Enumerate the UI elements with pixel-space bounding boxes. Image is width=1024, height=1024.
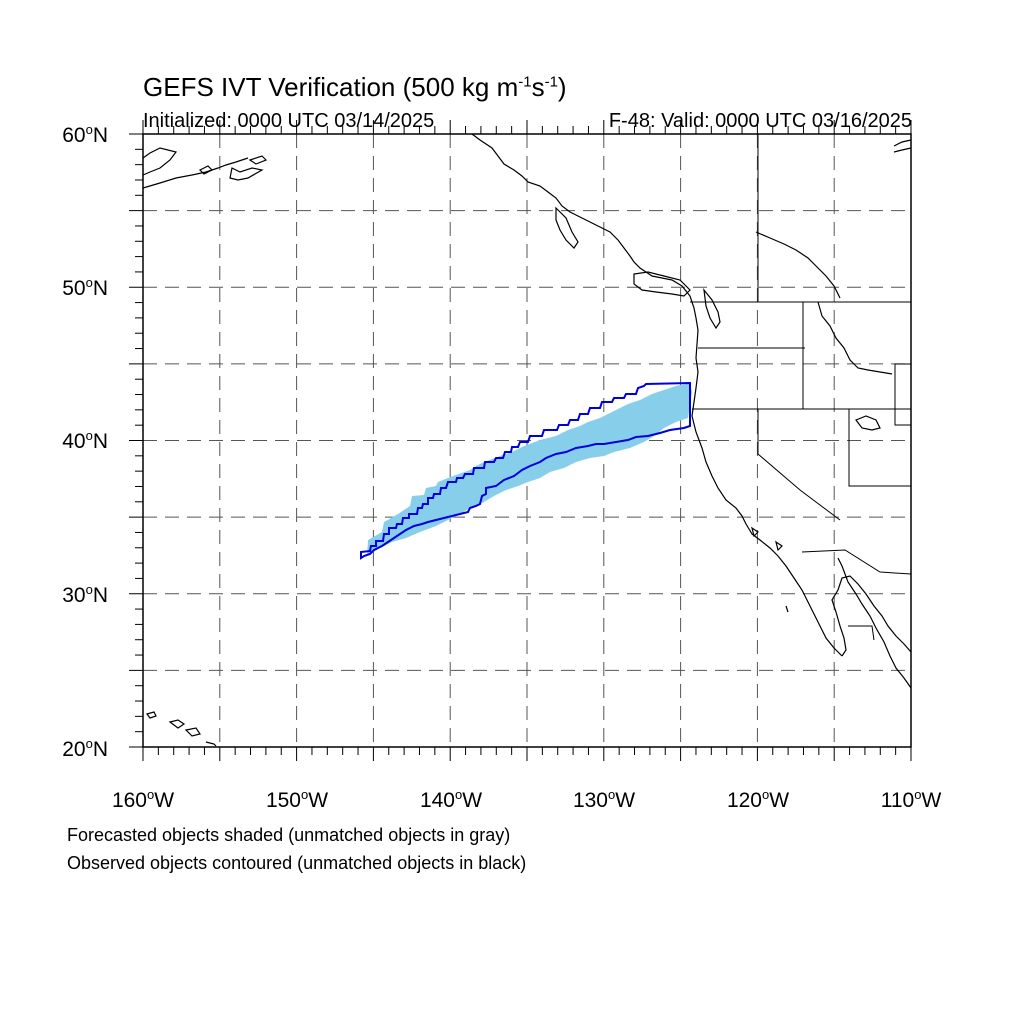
lat-label-30: 30oN (62, 582, 108, 607)
lon-label-160w: 160oW (111, 787, 175, 812)
forecast-object (367, 383, 692, 556)
init-time: Initialized: 0000 UTC 03/14/2025 (143, 110, 435, 132)
lat-label-60: 60oN (62, 122, 108, 147)
political-borders (690, 134, 912, 641)
legend-note-forecast: Forecasted objects shaded (unmatched obj… (67, 825, 511, 845)
lat-label-20: 20oN (62, 736, 108, 761)
plot-frame (142, 133, 912, 748)
observed-object-contour (360, 381, 691, 560)
lat-label-40: 40oN (62, 428, 108, 453)
lat-label-50: 50oN (62, 275, 108, 300)
lon-label-120w: 120oW (726, 787, 790, 812)
lon-label-150w: 150oW (265, 787, 329, 812)
lon-label-130w: 130oW (572, 787, 636, 812)
lat-lon-grid (143, 134, 911, 747)
axis-ticks (129, 120, 912, 761)
lon-label-110w: 110oW (880, 787, 942, 812)
lon-label-140w: 140oW (419, 787, 483, 812)
legend-note-observed: Observed objects contoured (unmatched ob… (67, 853, 527, 873)
page-title: GEFS IVT Verification (500 kg m-1s-1) (143, 72, 567, 102)
valid-time: F-48: Valid: 0000 UTC 03/16/2025 (608, 110, 912, 132)
